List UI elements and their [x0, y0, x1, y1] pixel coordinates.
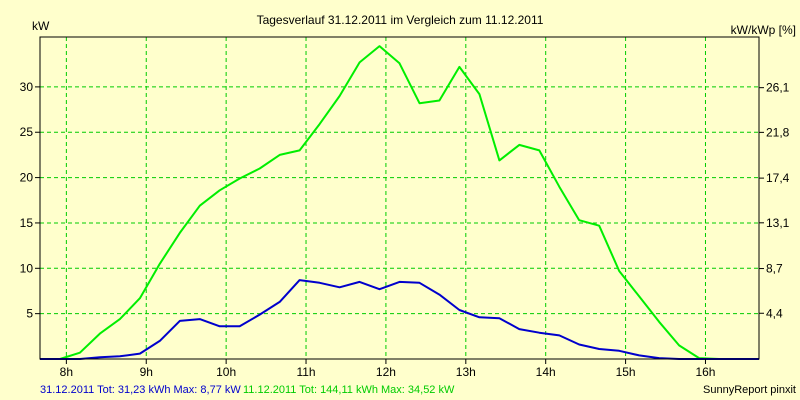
y-tick-label-right: 26,1: [766, 81, 790, 95]
y-tick-label-left: 15: [20, 216, 34, 230]
x-tick-label: 11h: [296, 365, 315, 379]
x-tick-label: 9h: [140, 365, 153, 379]
y-tick-label-right: 21,8: [766, 125, 790, 139]
x-tick-label: 16h: [695, 365, 715, 379]
footer-credit: SunnyReport pinxit: [703, 384, 796, 396]
y-axis-right-label: kW/kWp [%]: [731, 23, 796, 37]
plot-border: [39, 36, 760, 360]
series-line-11-12-2011: [40, 45, 759, 360]
footer-green-summary: 11.12.2011 Tot: 144,11 kWh Max: 34,52 kW: [243, 384, 455, 396]
y-tick-label-right: 4,4: [766, 306, 783, 320]
x-tick-label: 10h: [216, 365, 236, 379]
y-axis-left-label: kW: [32, 19, 50, 33]
y-tick-label-left: 25: [20, 125, 34, 139]
x-tick-label: 12h: [376, 365, 396, 379]
plot-area: [39, 36, 760, 360]
grid-layer: [39, 36, 760, 360]
y-tick-label-left: 5: [26, 307, 33, 321]
y-tick-label-left: 20: [20, 171, 34, 185]
x-tick-label: 13h: [456, 365, 476, 379]
y-tick-label-left: 10: [20, 261, 34, 275]
y-tick-label-right: 17,4: [766, 171, 790, 185]
footer-blue-summary: 31.12.2011 Tot: 31,23 kWh Max: 8,77 kW: [40, 384, 241, 396]
chart-footer: 31.12.2011 Tot: 31,23 kWh Max: 8,77 kW 1…: [40, 384, 796, 396]
x-tick-label: 15h: [616, 365, 636, 379]
series-line-31-12-2011: [40, 279, 759, 360]
y-tick-label-left: 30: [20, 80, 34, 94]
axis-layer: 8h 9h 10h 11h 12h 13h 14h 15h 16h 5 10 15 20 25 30 4,4 8…: [20, 36, 790, 379]
y-tick-label-right: 8,7: [766, 262, 783, 276]
y-tick-label-right: 13,1: [766, 216, 790, 230]
x-tick-label: 14h: [536, 365, 556, 379]
chart-title: Tagesverlauf 31.12.2011 im Vergleich zum…: [257, 13, 544, 27]
x-tick-label: 8h: [60, 365, 73, 379]
series-layer: [40, 45, 759, 360]
